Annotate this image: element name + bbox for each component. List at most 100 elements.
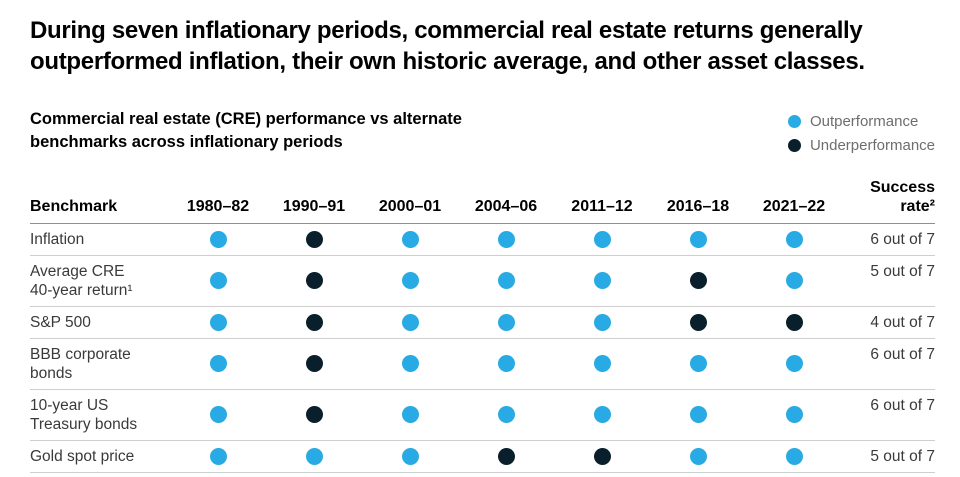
legend-item-outperformance: Outperformance <box>787 109 935 133</box>
result-cell <box>170 390 266 441</box>
result-cell <box>554 390 650 441</box>
result-cell <box>554 339 650 390</box>
result-cell <box>362 339 458 390</box>
result-cell <box>170 256 266 307</box>
benchmark-cell: Average CRE 40-year return¹ <box>30 256 170 307</box>
result-dot-out <box>497 406 515 424</box>
column-header-period: 1990–91 <box>282 198 346 215</box>
result-cell <box>362 224 458 256</box>
legend-label-underperformance: Underperformance <box>809 136 935 154</box>
chart-subtitle: Commercial real estate (CRE) performance… <box>30 108 462 154</box>
table-row: Average CRE 40-year return¹ 5 out of 7 <box>30 256 935 307</box>
result-dot-out <box>497 230 515 248</box>
result-cell <box>362 256 458 307</box>
result-dot-out <box>497 272 515 290</box>
success-rate-cell: 4 out of 7 <box>870 314 935 331</box>
result-cell <box>170 339 266 390</box>
table-row: Inflation 6 out of 7 <box>30 224 935 256</box>
result-dot-out <box>593 313 611 331</box>
result-dot-out <box>785 406 803 424</box>
result-cell <box>650 339 746 390</box>
column-header-period: 2000–01 <box>378 198 442 215</box>
table-header-row: Benchmark 1980–82 1990–91 2000–01 2004–06 201… <box>30 178 935 224</box>
result-cell <box>554 307 650 339</box>
benchmark-label-line: S&P 500 <box>30 314 91 331</box>
result-dot-out <box>401 230 419 248</box>
column-header-success-rate: Success rate² <box>870 179 935 215</box>
result-dot-out <box>209 447 227 465</box>
result-dot-out <box>305 447 323 465</box>
result-dot-under <box>305 313 323 331</box>
success-rate-cell: 5 out of 7 <box>870 263 935 280</box>
result-cell <box>458 224 554 256</box>
benchmark-label-line: Gold spot price <box>30 448 135 465</box>
result-cell <box>746 224 842 256</box>
page-title-line-1: During seven inflationary periods, comme… <box>30 17 863 44</box>
benchmark-table: Benchmark 1980–82 1990–91 2000–01 2004–06 201… <box>30 178 935 473</box>
column-header-period: 2011–12 <box>571 198 633 215</box>
result-dot-out <box>689 406 707 424</box>
legend: Outperformance Underperformance <box>787 109 935 157</box>
result-dot-under <box>497 447 515 465</box>
result-dot-out <box>497 313 515 331</box>
benchmark-label-line: bonds <box>30 365 73 382</box>
result-cell <box>554 256 650 307</box>
success-rate-cell: 6 out of 7 <box>870 397 935 414</box>
result-cell <box>746 441 842 473</box>
result-cell <box>650 441 746 473</box>
success-rate-cell: 5 out of 7 <box>870 448 935 465</box>
page-title-line-2: outperformed inflation, their own histor… <box>30 48 865 75</box>
chart-subtitle-line-1: Commercial real estate (CRE) performance… <box>30 110 462 128</box>
result-dot-out <box>401 272 419 290</box>
result-dot-out <box>209 230 227 248</box>
benchmark-label-line: 40-year return¹ <box>30 282 133 299</box>
benchmark-label-line: Inflation <box>30 231 85 248</box>
result-dot-out <box>209 272 227 290</box>
success-rate-cell: 6 out of 7 <box>870 231 935 248</box>
result-dot-out <box>401 355 419 373</box>
result-dot-out <box>401 447 419 465</box>
result-dot-out <box>401 313 419 331</box>
column-header-benchmark: Benchmark <box>30 198 118 215</box>
result-cell <box>554 441 650 473</box>
legend-label-outperformance: Outperformance <box>809 112 919 130</box>
column-header-period: 2021–22 <box>762 198 826 215</box>
result-cell <box>362 441 458 473</box>
result-dot-under <box>689 272 707 290</box>
result-dot-out <box>785 355 803 373</box>
result-cell <box>650 390 746 441</box>
result-cell <box>458 256 554 307</box>
benchmark-label-line: 10-year US <box>30 397 109 414</box>
result-dot-out <box>689 447 707 465</box>
benchmark-cell: Inflation <box>30 224 170 256</box>
result-dot-out <box>689 355 707 373</box>
result-cell <box>266 224 362 256</box>
result-cell <box>458 339 554 390</box>
result-cell <box>554 224 650 256</box>
result-cell <box>170 307 266 339</box>
table-row: S&P 500 4 out of 7 <box>30 307 935 339</box>
result-dot-out <box>593 230 611 248</box>
column-header-period: 1980–82 <box>186 198 250 215</box>
column-header-period: 2016–18 <box>666 198 730 215</box>
subtitle-and-legend-row: Commercial real estate (CRE) performance… <box>30 108 935 157</box>
outperformance-dot-icon <box>787 114 801 128</box>
result-cell <box>170 224 266 256</box>
column-header-period: 2004–06 <box>474 198 538 215</box>
result-cell <box>458 307 554 339</box>
benchmark-label-line: Average CRE <box>30 263 125 280</box>
page-title: During seven inflationary periods, comme… <box>30 15 935 77</box>
result-cell <box>746 390 842 441</box>
result-cell <box>650 224 746 256</box>
table-body: Inflation 6 out of 7 Average CRE 40-year re… <box>30 224 935 473</box>
result-cell <box>746 256 842 307</box>
result-cell <box>650 256 746 307</box>
result-cell <box>746 307 842 339</box>
benchmark-cell: Gold spot price <box>30 441 170 473</box>
result-dot-under <box>305 272 323 290</box>
legend-item-underperformance: Underperformance <box>787 133 935 157</box>
table-row: BBB corporate bonds 6 out of 7 <box>30 339 935 390</box>
result-cell <box>458 441 554 473</box>
result-cell <box>266 441 362 473</box>
